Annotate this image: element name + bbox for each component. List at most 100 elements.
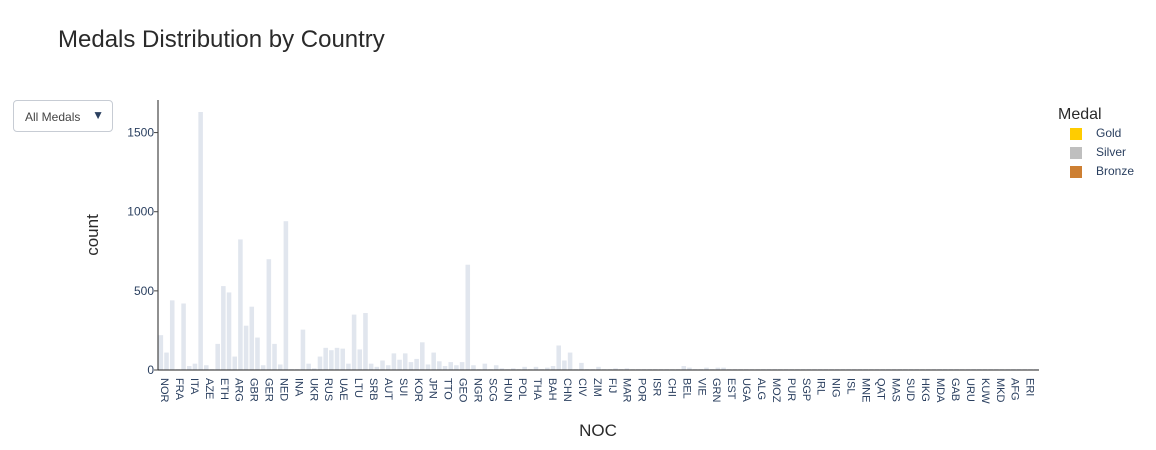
x-tick-label: MAS xyxy=(889,378,901,402)
x-tick-label: NGR xyxy=(471,378,483,403)
bar xyxy=(704,367,709,370)
bar xyxy=(243,325,249,370)
bar xyxy=(232,356,238,370)
x-tick-label: MKD xyxy=(994,378,1006,403)
x-tick-label: CIV xyxy=(576,378,588,397)
x-axis-title: NOC xyxy=(579,421,617,440)
bar xyxy=(266,259,272,370)
dropdown-selected-label: All Medals xyxy=(25,110,81,124)
bar xyxy=(681,366,687,370)
legend-title: Medal xyxy=(1058,106,1102,123)
x-tick-label: GRN xyxy=(710,378,722,403)
y-tick-label: 0 xyxy=(147,363,154,377)
bar xyxy=(454,365,459,370)
x-tick-label: SRB xyxy=(367,378,379,401)
bar xyxy=(238,239,243,370)
bar xyxy=(402,353,408,370)
legend-item-gold[interactable]: Gold xyxy=(1058,124,1121,143)
y-tick-label: 1000 xyxy=(127,205,154,219)
x-tick-label: RUS xyxy=(322,378,334,401)
x-tick-label: POR xyxy=(636,378,648,402)
x-tick-label: AFG xyxy=(1009,378,1021,401)
x-tick-label: KUW xyxy=(979,378,991,404)
bar xyxy=(522,366,527,370)
legend: Medal Gold Silver Bronze xyxy=(1058,106,1134,181)
bar xyxy=(351,314,357,370)
bar xyxy=(198,112,203,370)
x-tick-label: EST xyxy=(725,378,737,400)
x-tick-label: AZE xyxy=(203,378,215,399)
bar xyxy=(221,286,226,370)
x-tick-label: ETH xyxy=(218,378,230,400)
x-tick-label: HUN xyxy=(501,378,513,402)
x-tick-label: AUT xyxy=(382,378,394,400)
bar xyxy=(374,366,380,370)
bar xyxy=(260,365,266,370)
bar xyxy=(687,367,692,370)
x-tick-label: VIE xyxy=(695,378,707,396)
bar xyxy=(442,366,448,370)
bar xyxy=(425,364,431,370)
x-tick-label: UGA xyxy=(740,378,752,403)
bar xyxy=(448,362,453,370)
bar xyxy=(181,303,186,370)
chevron-down-icon: ▼ xyxy=(92,108,104,122)
bar xyxy=(329,350,334,370)
legend-item-bronze[interactable]: Bronze xyxy=(1058,162,1134,181)
legend-label-silver: Silver xyxy=(1096,145,1127,159)
x-tick-label: CHN xyxy=(561,378,573,402)
x-tick-label: TTO xyxy=(442,378,454,400)
y-tick-label: 500 xyxy=(134,284,154,298)
x-tick-label: GBR xyxy=(248,378,260,402)
bar xyxy=(721,367,726,370)
bar xyxy=(272,343,277,370)
x-tick-label: URU xyxy=(964,378,976,402)
x-tick-label: UKR xyxy=(307,378,319,401)
bar xyxy=(471,365,476,370)
bar xyxy=(306,363,311,370)
bar xyxy=(567,352,573,370)
bar xyxy=(323,347,328,370)
bar xyxy=(226,292,232,370)
bar xyxy=(624,368,630,370)
x-tick-label: NOR xyxy=(158,378,170,403)
x-tick-label: KOR xyxy=(412,378,424,402)
bar xyxy=(186,366,192,370)
x-tick-label: PUR xyxy=(785,378,797,401)
x-tick-label: SUI xyxy=(397,378,409,396)
x-tick-label: FRA xyxy=(173,378,185,401)
bar xyxy=(414,358,419,370)
bar xyxy=(312,368,317,370)
x-tick-label: LTU xyxy=(352,378,364,398)
bar xyxy=(465,264,471,370)
bar xyxy=(545,367,550,370)
bar xyxy=(493,365,499,370)
bar xyxy=(385,365,391,370)
x-tick-label: ARG xyxy=(233,378,245,402)
x-tick-label: BAH xyxy=(546,378,558,401)
bar xyxy=(164,352,169,370)
legend-item-silver[interactable]: Silver xyxy=(1058,143,1126,162)
x-tick-label: MOZ xyxy=(770,378,782,403)
y-tick-label: 1500 xyxy=(127,126,154,140)
x-tick-label: ISR xyxy=(651,378,663,396)
x-tick-label: ITA xyxy=(188,378,200,395)
bar xyxy=(482,363,488,370)
bar xyxy=(334,347,340,370)
bar xyxy=(346,363,351,370)
medal-filter-dropdown[interactable]: All Medals ▼ xyxy=(13,100,113,132)
x-tick-label: ZIM xyxy=(591,378,603,397)
x-tick-label: IRL xyxy=(815,378,827,395)
x-tick-label: JPN xyxy=(427,378,439,399)
x-tick-label: QAT xyxy=(874,378,886,400)
bar xyxy=(283,221,289,370)
legend-label-bronze: Bronze xyxy=(1096,164,1135,178)
bar xyxy=(533,366,539,370)
x-tick-label: SCG xyxy=(486,378,498,402)
bar xyxy=(613,368,618,370)
y-axis-title: count xyxy=(83,214,102,256)
legend-swatch-bronze xyxy=(1070,166,1082,178)
x-tick-label: ALG xyxy=(755,378,767,400)
bar xyxy=(317,356,323,370)
